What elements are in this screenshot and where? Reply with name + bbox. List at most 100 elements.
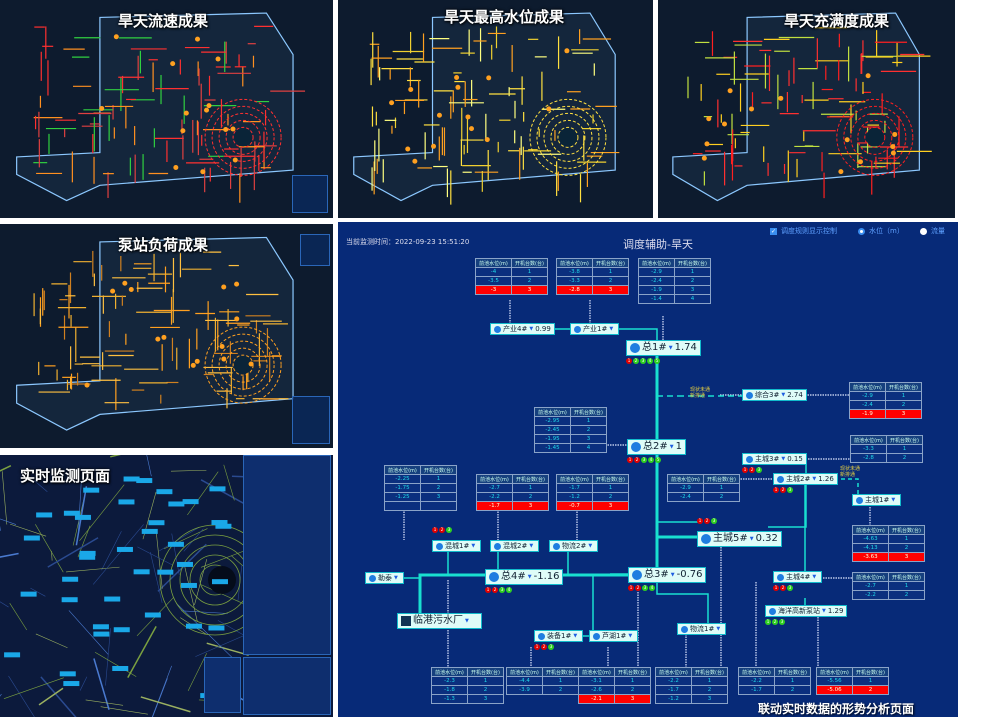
map-canvas[interactable] [0, 224, 333, 448]
pump-station-node[interactable]: 芦湖1# ▼ [589, 630, 639, 642]
monitor-point-label[interactable] [180, 582, 197, 588]
pump-station-node[interactable]: 主城1# ▼ [852, 494, 902, 506]
pump-station-marker[interactable] [454, 74, 460, 80]
pump-station-node[interactable]: 产业1# ▼ [570, 323, 620, 335]
monitor-point-label[interactable] [36, 512, 53, 518]
chevron-down-icon[interactable]: ▼ [529, 326, 534, 332]
monitor-point-label[interactable] [79, 550, 96, 556]
pump-station-node[interactable]: 总2# ▼ 1 [627, 439, 686, 455]
pump-station-node[interactable]: 总4# ▼ -1.16 [485, 569, 564, 585]
monitor-point-label[interactable] [215, 523, 232, 529]
pump-station-marker[interactable] [892, 131, 898, 137]
monitor-point-label[interactable] [157, 569, 174, 575]
pump-station-marker[interactable] [194, 358, 200, 364]
chevron-down-icon[interactable]: ▼ [573, 633, 578, 639]
monitor-point-label[interactable] [123, 476, 140, 482]
chevron-down-icon[interactable]: ▼ [669, 444, 674, 450]
chevron-down-icon[interactable]: ▼ [822, 608, 826, 614]
chevron-down-icon[interactable]: ▼ [749, 536, 754, 542]
checkbox-icon[interactable]: ✓ [770, 227, 777, 235]
monitor-point-label[interactable] [61, 597, 78, 603]
pump-station-marker[interactable] [721, 121, 727, 127]
monitor-point-label[interactable] [136, 478, 153, 484]
pump-station-node[interactable]: 主城5# ▼ 0.32 [697, 531, 782, 547]
monitor-point-label[interactable] [93, 631, 110, 637]
radio-flow[interactable]: 流量 [920, 226, 945, 236]
pump-station-node[interactable]: 总1# ▼ 1.74 [626, 340, 701, 356]
pump-station-marker[interactable] [890, 144, 896, 150]
pump-station-marker[interactable] [412, 158, 418, 164]
pump-station-marker[interactable] [219, 343, 225, 349]
pump-station-node[interactable]: 主城4# ▼ [773, 571, 823, 583]
radio-water-level[interactable]: 水位（m） [858, 226, 904, 236]
map-panel-fullness[interactable]: 旱天充满度成果 [658, 0, 955, 218]
pump-station-marker[interactable] [727, 88, 733, 94]
pump-station-marker[interactable] [234, 281, 240, 287]
pump-station-node[interactable]: 产业4# ▼ 0.99 [490, 323, 555, 335]
chevron-down-icon[interactable]: ▼ [781, 456, 786, 462]
chevron-down-icon[interactable]: ▼ [471, 543, 476, 549]
monitor-point-label[interactable] [148, 520, 165, 526]
pump-station-marker[interactable] [84, 382, 90, 388]
map-panel-pump-load[interactable]: 泵站负荷成果 [0, 224, 333, 448]
monitor-point-label[interactable] [92, 624, 109, 630]
pump-station-marker[interactable] [221, 356, 227, 362]
rule-display-checkbox[interactable]: ✓ 调度规则显示控制 [770, 226, 837, 236]
monitor-point-label[interactable] [104, 596, 121, 602]
chevron-down-icon[interactable]: ▼ [891, 497, 896, 503]
chevron-down-icon[interactable]: ▼ [394, 575, 398, 581]
monitor-point-label[interactable] [118, 499, 135, 505]
pump-station-marker[interactable] [890, 150, 896, 156]
monitor-point-label[interactable] [59, 671, 76, 677]
monitor-point-label[interactable] [144, 612, 161, 618]
monitor-sidebar[interactable] [243, 455, 331, 655]
pump-station-marker[interactable] [223, 126, 229, 132]
pump-station-marker[interactable] [486, 75, 492, 81]
pump-station-marker[interactable] [232, 157, 238, 163]
monitor-point-label[interactable] [23, 535, 40, 541]
pump-station-marker[interactable] [455, 84, 461, 90]
pump-station-marker[interactable] [468, 126, 474, 132]
pump-station-marker[interactable] [200, 169, 206, 175]
monitor-point-label[interactable] [62, 576, 79, 582]
pump-station-node[interactable]: 主城2# ▼ 1.26 [773, 473, 838, 485]
monitor-point-label[interactable] [116, 546, 133, 552]
pump-station-marker[interactable] [389, 100, 395, 106]
chevron-down-icon[interactable]: ▼ [465, 618, 469, 624]
monitor-point-label[interactable] [63, 681, 80, 687]
pump-station-marker[interactable] [122, 280, 128, 286]
pump-station-marker[interactable] [155, 336, 161, 342]
pump-station-marker[interactable] [778, 95, 784, 101]
pump-station-marker[interactable] [215, 56, 221, 62]
monitor-point-label[interactable] [74, 514, 91, 520]
pump-station-marker[interactable] [546, 106, 552, 112]
pump-station-node[interactable]: 综合3# ▼ 2.74 [742, 389, 807, 401]
map-canvas[interactable] [338, 0, 653, 218]
monitor-point-label[interactable] [4, 652, 21, 658]
pump-station-marker[interactable] [704, 141, 710, 147]
pump-station-marker[interactable] [161, 334, 167, 340]
chevron-down-icon[interactable]: ▼ [812, 476, 817, 482]
monitor-point-label[interactable] [167, 541, 184, 547]
monitor-point-label[interactable] [79, 554, 96, 560]
map-panel-flow-speed[interactable]: 旱天流速成果 [0, 0, 333, 218]
monitor-point-label[interactable] [141, 528, 158, 534]
monitor-point-label[interactable] [168, 501, 185, 507]
pump-station-marker[interactable] [701, 155, 707, 161]
pump-station-node[interactable]: 混城1# ▼ [432, 540, 482, 552]
monitor-point-label[interactable] [83, 487, 100, 493]
chevron-down-icon[interactable]: ▼ [668, 345, 673, 351]
pump-station-marker[interactable] [865, 73, 871, 79]
monitor-point-label[interactable] [113, 627, 130, 633]
pump-station-marker[interactable] [857, 159, 863, 165]
chevron-down-icon[interactable]: ▼ [609, 326, 614, 332]
pump-station-marker[interactable] [484, 137, 490, 143]
chevron-down-icon[interactable]: ▼ [527, 574, 532, 580]
pump-station-marker[interactable] [173, 164, 179, 170]
monitor-point-label[interactable] [112, 665, 129, 671]
monitor-point-label[interactable] [63, 510, 80, 516]
pump-station-marker[interactable] [99, 105, 105, 111]
pump-station-marker[interactable] [221, 284, 227, 290]
monitor-point-label[interactable] [211, 520, 228, 526]
chevron-down-icon[interactable]: ▼ [716, 626, 721, 632]
